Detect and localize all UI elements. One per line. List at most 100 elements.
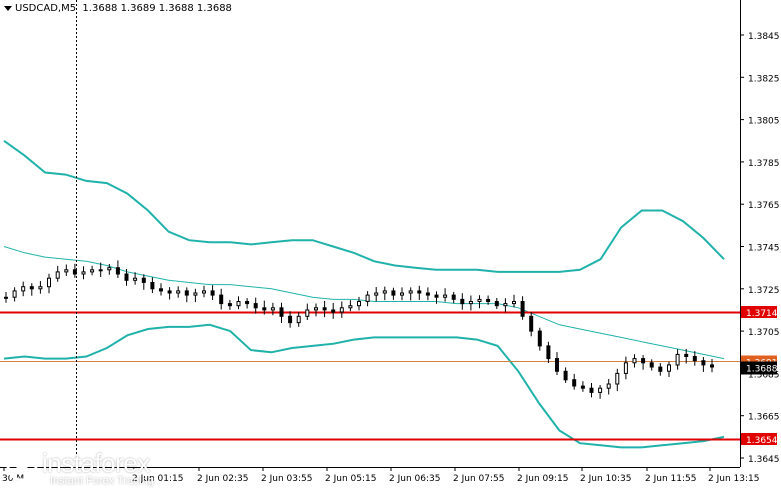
candle [623, 356, 628, 380]
symbol-header: USDCAD,M5 1.3688 1.3689 1.3688 1.3688 [4, 3, 232, 14]
candle-body [159, 288, 163, 292]
candle [460, 293, 465, 310]
candle [262, 300, 267, 315]
instaforex-logo-icon [6, 450, 38, 482]
price-tick-label: 1.3645 [748, 455, 780, 465]
time-tick-label: 2 Jun 02:35 [197, 474, 248, 484]
price-tick-label: 1.3765 [748, 201, 780, 211]
candle-body [451, 294, 456, 300]
time-tick-label: 2 Jun 13:15 [708, 474, 759, 484]
candle-body [684, 353, 689, 357]
candle-body [193, 292, 198, 296]
candle-body [623, 362, 628, 374]
candle [529, 311, 534, 337]
candle [391, 287, 396, 300]
candle-body [434, 294, 439, 298]
candle-body [710, 364, 714, 368]
candle-body [382, 290, 387, 294]
candle [331, 302, 336, 319]
candle-body [391, 290, 396, 296]
candle [365, 291, 370, 307]
price-tick-label: 1.3805 [748, 117, 780, 127]
dropdown-triangle-icon[interactable] [4, 5, 12, 11]
price-tick-label: 1.3705 [748, 328, 780, 338]
candle-body [21, 286, 26, 292]
candle [400, 287, 404, 301]
candle-body [486, 298, 491, 302]
candle-body [331, 309, 336, 313]
candle-body [305, 309, 310, 317]
candle [227, 299, 232, 310]
candle-body [167, 290, 172, 294]
candle-body [90, 269, 95, 273]
candle-body [365, 294, 370, 302]
level-price-tag-bg [741, 306, 777, 318]
candle [468, 295, 473, 311]
candle [55, 265, 60, 282]
candle-body [210, 290, 215, 296]
candle [710, 359, 714, 373]
candle [253, 297, 258, 314]
level-price-tag: 1.3714 [746, 309, 778, 319]
candle-body [279, 307, 284, 317]
candle-body [649, 362, 654, 368]
time-tick-label: 2 Jun 10:35 [580, 474, 631, 484]
instaforex-watermark: instaforex Instant Forex Trading [2, 446, 180, 488]
candle [72, 263, 77, 278]
candle-body [219, 294, 224, 305]
candle-body [38, 286, 43, 290]
candle [150, 277, 155, 293]
candle-body [632, 358, 637, 364]
candle [537, 327, 542, 351]
candle [546, 341, 551, 363]
candle [90, 265, 95, 276]
candle-body [667, 364, 671, 372]
candle [141, 274, 146, 290]
candle [296, 312, 301, 327]
candle-body [150, 282, 155, 290]
candle-body [641, 358, 646, 364]
candle-body [29, 286, 34, 290]
candle-body [606, 383, 611, 389]
candle-body [460, 298, 465, 305]
candle-body [115, 267, 120, 275]
candle [486, 295, 491, 305]
candle-body [692, 356, 697, 362]
candle [701, 357, 706, 372]
bollinger-middle-band [3, 246, 725, 360]
time-tick-label: 2 Jun 03:55 [261, 474, 312, 484]
candle [598, 385, 603, 399]
candle [193, 288, 198, 303]
candle-body [563, 370, 568, 381]
candle [494, 298, 499, 309]
time-tick-label: 30 M [2, 474, 24, 484]
candle [245, 298, 250, 309]
ohlc-values: 1.3688 1.3689 1.3688 1.3688 [82, 3, 232, 14]
candle [219, 288, 224, 310]
price-tick-label: 1.3725 [748, 286, 780, 296]
candle [29, 283, 34, 296]
candle [667, 361, 671, 377]
time-tick-label: 2 Jun 06:35 [389, 474, 440, 484]
candle-body [98, 269, 103, 272]
candle [159, 283, 163, 296]
candle [572, 373, 577, 390]
candle [339, 301, 344, 318]
candle-body [400, 292, 404, 296]
candle [641, 355, 646, 370]
candle [512, 294, 516, 308]
candle-body [288, 315, 293, 324]
candle-body [658, 366, 663, 372]
candle [589, 383, 594, 398]
candle-body [589, 387, 594, 393]
candle-body [55, 271, 60, 279]
candle [632, 354, 637, 368]
candle-body [339, 307, 344, 313]
candle-body [443, 294, 448, 298]
symbol-label: USDCAD,M5 [15, 3, 77, 14]
candle-body [236, 301, 241, 307]
candle-body [4, 296, 8, 299]
